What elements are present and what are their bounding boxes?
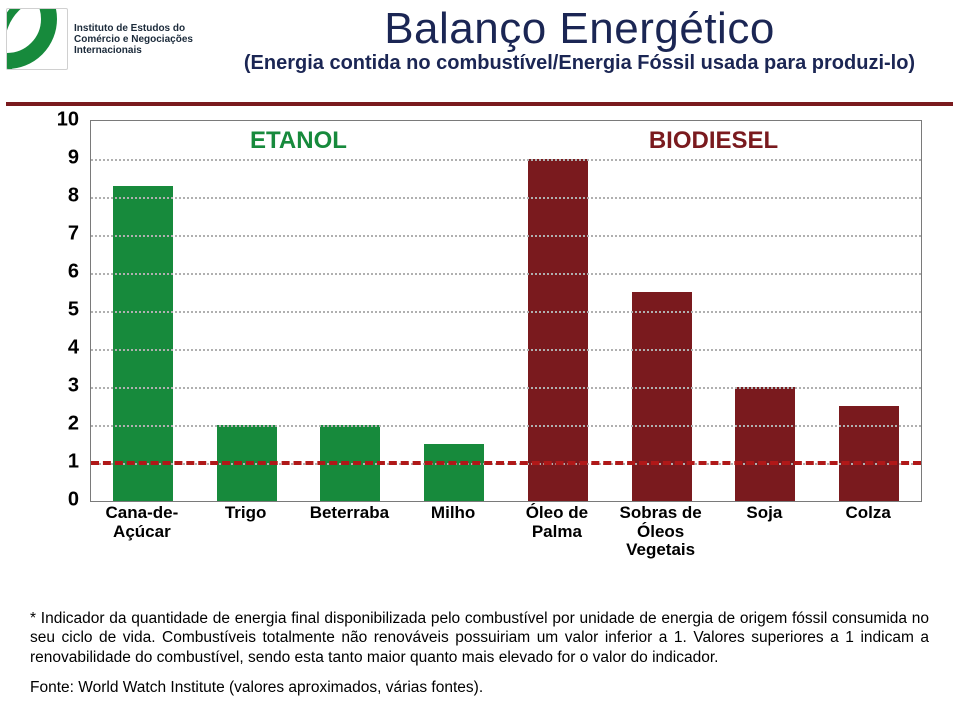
y-tick-label: 7 xyxy=(68,223,79,246)
y-tick-label: 3 xyxy=(68,375,79,398)
y-tick-label: 6 xyxy=(68,261,79,284)
gridline xyxy=(91,387,921,389)
bar xyxy=(424,444,484,501)
footnote-text: * Indicador da quantidade de energia fin… xyxy=(30,609,929,667)
x-tick-label: Trigo xyxy=(225,504,267,523)
bar xyxy=(735,387,795,501)
x-tick-label: Beterraba xyxy=(310,504,389,523)
y-tick-label: 5 xyxy=(68,299,79,322)
source-text: Fonte: World Watch Institute (valores ap… xyxy=(30,679,483,697)
y-tick-label: 0 xyxy=(68,489,79,512)
bar xyxy=(632,292,692,501)
x-tick-label: Sobras deÓleosVegetais xyxy=(620,504,702,560)
chart-x-labels: Cana-de-Açúcar Trigo Beterraba Milho Óleo de… xyxy=(90,504,920,564)
slide-title: Balanço Energético xyxy=(210,4,949,54)
bar xyxy=(528,159,588,501)
x-tick-label: Cana-de-Açúcar xyxy=(106,504,179,541)
group-label: BIODIESEL xyxy=(634,127,794,155)
gridline xyxy=(91,159,921,161)
gridline xyxy=(91,311,921,313)
chart-y-axis: 012345678910 xyxy=(30,120,85,500)
chart-plot-area: ETANOL BIODIESEL xyxy=(90,120,922,502)
x-tick-label: Óleo dePalma xyxy=(526,504,588,541)
y-tick-label: 4 xyxy=(68,337,79,360)
gridline xyxy=(91,273,921,275)
bar xyxy=(113,186,173,501)
slide: Instituto de Estudos do Comércio e Negoc… xyxy=(0,0,959,713)
y-tick-label: 8 xyxy=(68,185,79,208)
gridline xyxy=(91,197,921,199)
gridline xyxy=(91,425,921,427)
logo-mark-icon xyxy=(6,8,68,70)
logo-text: Instituto de Estudos do Comércio e Negoc… xyxy=(74,23,193,56)
x-tick-label: Milho xyxy=(431,504,475,523)
logo-line1: Instituto de Estudos do xyxy=(74,23,193,34)
y-tick-label: 2 xyxy=(68,413,79,436)
threshold-line xyxy=(91,461,921,465)
y-tick-label: 1 xyxy=(68,451,79,474)
bar xyxy=(839,406,899,501)
logo-line3: Internacionais xyxy=(74,45,193,56)
y-tick-label: 9 xyxy=(68,147,79,170)
x-tick-label: Soja xyxy=(746,504,782,523)
gridline xyxy=(91,349,921,351)
logo: Instituto de Estudos do Comércio e Negoc… xyxy=(6,8,193,70)
y-tick-label: 10 xyxy=(57,109,79,132)
logo-line2: Comércio e Negociações xyxy=(74,34,193,45)
x-tick-label: Colza xyxy=(845,504,890,523)
gridline xyxy=(91,235,921,237)
slide-subtitle: (Energia contida no combustível/Energia … xyxy=(210,52,949,75)
chart: 0 1 2 3 4 5 6 7 8 9 10 ETANOL BIODIESEL Cana-de-Açú… xyxy=(30,110,930,550)
header-rule xyxy=(6,102,953,106)
group-label: ETANOL xyxy=(219,127,379,155)
title-block: Balanço Energético (Energia contida no c… xyxy=(210,4,949,75)
